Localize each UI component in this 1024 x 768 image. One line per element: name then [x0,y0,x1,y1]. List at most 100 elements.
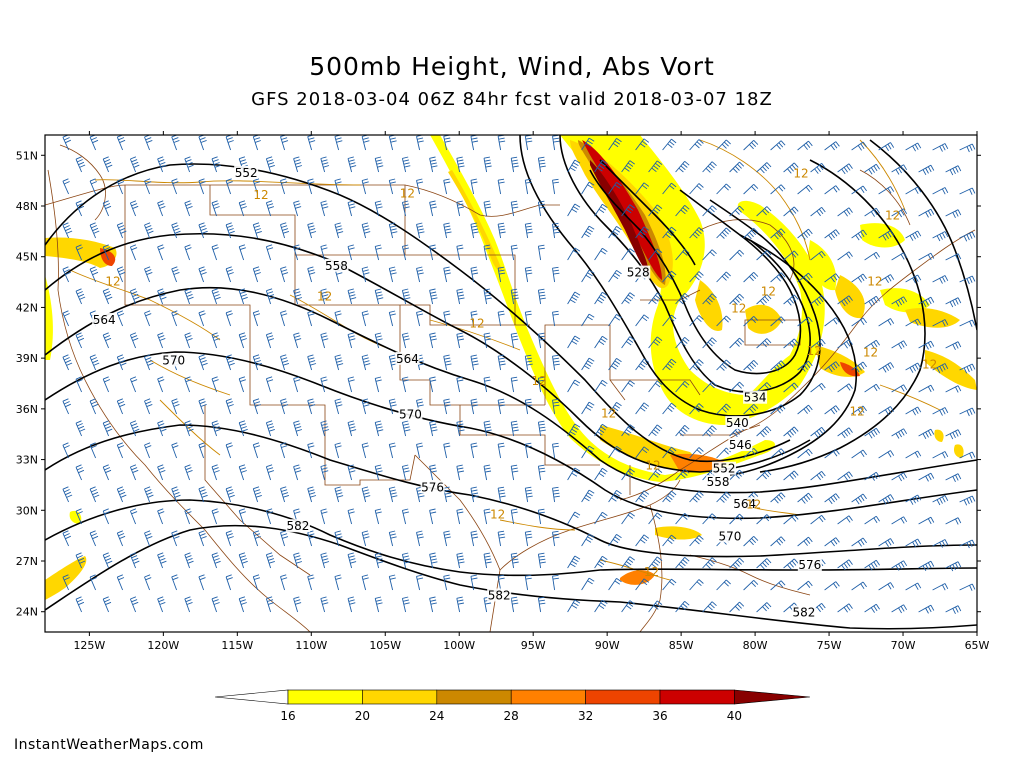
wind-barb-feather [860,231,865,237]
wind-barb-shaft [320,158,326,173]
wind-barb-feather [833,187,838,193]
wind-barb-feather [267,467,274,470]
wind-barb-shaft [388,356,394,371]
wind-barb-feather [132,205,139,210]
wind-barb-feather [898,431,902,438]
wind-barb-shaft [211,246,218,261]
wind-barb-shaft [144,268,151,283]
height-label: 582 [488,589,511,603]
wind-barb-feather [927,518,932,525]
wind-barb-feather [225,530,232,534]
wind-barb-shaft [675,469,686,481]
wind-barb-shaft [891,296,904,305]
wind-barb-feather [862,361,867,368]
wind-barb-feather [821,207,826,213]
wind-barb-feather [103,552,109,556]
wind-barb-feather [627,382,634,387]
wind-barb-feather [725,403,731,409]
wind-barb-shaft [252,444,259,459]
wind-barb-shaft [198,444,205,459]
wind-barb-shaft [62,577,70,591]
wind-barb-feather [417,269,424,272]
height-label: 576 [421,480,444,494]
wind-barb-feather [253,310,260,314]
wind-barb-feather [239,420,246,424]
wind-barb-shaft [932,187,946,195]
wind-barb-feather [873,253,878,260]
wind-barb-feather [957,429,962,436]
wind-barb-feather [363,140,370,143]
wind-barb-shaft [783,470,795,481]
wind-barb-feather [753,183,759,189]
wind-barb-feather [682,251,688,256]
wind-barb-feather [389,310,396,313]
wind-barb-feather [629,468,635,473]
wind-barb-shaft [959,187,973,195]
wind-barb-feather [917,450,922,457]
wind-barb-shaft [945,429,959,437]
wind-barb-feather [185,291,192,295]
wind-barb-feather [833,231,838,237]
wind-barb-feather [821,339,826,345]
wind-barb-feather [696,449,702,455]
wind-barb-feather [828,498,833,505]
wind-barb-feather [457,602,464,605]
wind-barb-feather [147,230,154,234]
wind-barb-feather [322,558,329,561]
wind-barb-feather [158,159,165,163]
wind-barb-feather [780,580,786,586]
wind-barb-feather [753,359,759,365]
wind-barb-shaft [648,600,658,613]
wind-barb-feather [762,166,767,172]
wind-barb-feather [955,430,959,437]
wind-barb-feather [417,140,424,143]
wind-barb-feather [698,447,704,452]
wind-barb-feather [814,300,819,306]
wind-barb-feather [157,332,164,336]
wind-barb-shaft [443,444,448,459]
wind-barb-feather [749,408,754,414]
wind-barb-feather [211,332,218,336]
wind-barb-feather [267,599,274,602]
wind-barb-feather [612,231,619,236]
wind-barb-shaft [62,401,70,415]
wind-barb-feather [653,209,659,214]
wind-barb-feather [173,535,180,539]
wind-barb-feather [444,492,451,495]
wind-barb-shaft [116,136,124,151]
wind-barb-feather [184,552,191,556]
wind-barb-feather [818,384,824,391]
wind-barb-feather [511,555,518,558]
wind-barb-feather [157,508,164,512]
wind-barb-feather [525,357,532,360]
wind-barb-feather [511,332,518,335]
wind-barb-feather [144,222,151,226]
wind-barb-feather [930,472,935,479]
wind-barb-feather [133,428,140,432]
wind-barb-feather [585,406,592,411]
wind-barb-shaft [552,224,556,239]
wind-barb-feather [377,561,384,564]
wind-barb-feather [816,342,821,349]
wind-barb-shaft [401,334,407,349]
wind-barb-feather [538,508,545,511]
wind-barb-feather [280,486,287,490]
wind-barb-feather [939,542,943,548]
wind-barb-shaft [374,334,380,349]
wind-barb-feather [587,140,593,145]
wind-barb-shaft [320,554,326,569]
height-label-bg [626,265,651,279]
wind-barb-feather [805,406,811,412]
wind-barb-shaft [594,512,603,525]
lat-label: 51N [16,149,38,162]
wind-barb-feather [971,451,976,458]
wind-barb-feather [348,247,355,250]
colorbar-segment [287,689,363,705]
wind-barb-feather [667,495,673,500]
wind-barb-feather [885,497,889,504]
wind-barb-feather [118,445,125,449]
wind-barb-feather [887,143,892,150]
wind-barb-feather [281,401,288,404]
wind-barb-feather [821,163,826,169]
wind-barb-feather [240,470,247,473]
